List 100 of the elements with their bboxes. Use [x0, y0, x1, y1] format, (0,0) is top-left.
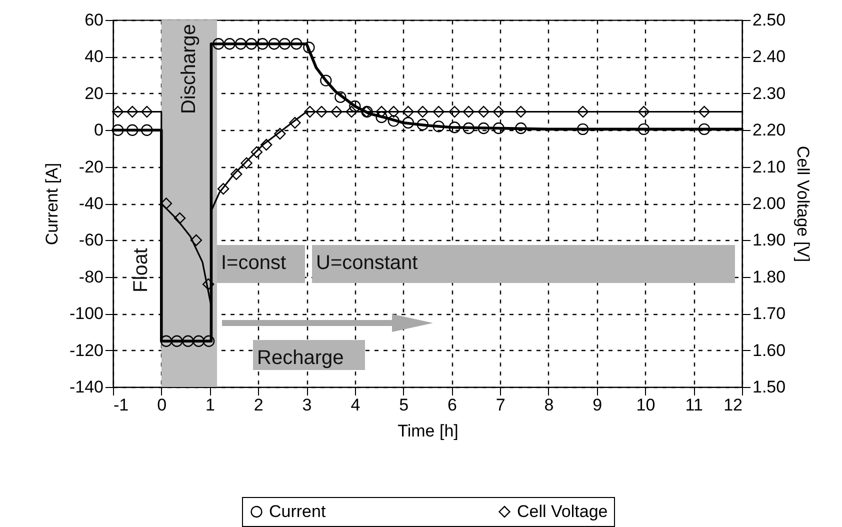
point [638, 106, 650, 118]
point [160, 335, 172, 347]
point [388, 106, 400, 118]
y-tick-label: 0 [94, 120, 104, 140]
point [246, 38, 258, 50]
point [334, 91, 346, 103]
x-tick-label: -1 [114, 396, 129, 414]
point [202, 278, 214, 290]
y2-tick-label: 2.40 [752, 47, 786, 66]
point [462, 106, 474, 118]
point [576, 106, 589, 118]
x-tick-label: 7 [496, 396, 506, 414]
point [126, 106, 138, 118]
y2-tick-label: 1.70 [752, 304, 786, 324]
point [260, 138, 272, 151]
point [190, 234, 202, 246]
x-tick-label: 3 [302, 396, 312, 414]
point [174, 212, 186, 224]
point [638, 123, 650, 136]
y-tick-label: -140 [69, 378, 104, 396]
x-tick-label: 6 [447, 396, 457, 414]
point [202, 335, 215, 347]
point [448, 106, 460, 118]
point [141, 124, 153, 136]
point [171, 335, 183, 347]
x-tick-label: 5 [399, 396, 409, 414]
y2-tick-label: 2.20 [752, 120, 786, 140]
point [250, 146, 263, 158]
point [112, 106, 124, 118]
point [402, 106, 414, 118]
x-tick-label: 11 [685, 396, 703, 414]
point [388, 115, 400, 127]
point [289, 116, 301, 129]
x-tick-label: 9 [592, 396, 602, 414]
y-axis-title: Current [A] [42, 162, 62, 246]
point [192, 335, 204, 347]
x-axis-title: Time [h] [398, 422, 458, 440]
x-tick-label: 12 [724, 396, 742, 414]
y2-tick-label: 1.60 [752, 340, 786, 360]
point [230, 168, 242, 180]
point [234, 38, 247, 50]
point [492, 106, 504, 118]
point [126, 124, 138, 136]
annotation: Float [130, 248, 152, 292]
y2-tick-label: 1.50 [752, 378, 786, 396]
point [478, 106, 490, 118]
y2-tick-label: 2.10 [752, 157, 786, 176]
point [290, 38, 302, 50]
x-tick-label: 8 [544, 396, 554, 414]
y2-tick-label: 2.00 [752, 194, 786, 213]
point [112, 124, 124, 136]
point [278, 38, 291, 50]
point [698, 123, 710, 136]
point [698, 106, 710, 118]
y-tick-label: 40 [84, 47, 104, 66]
point [182, 335, 194, 347]
y2-tick-label: 2.50 [752, 10, 786, 30]
point [515, 122, 527, 134]
x-tick-label: 4 [350, 396, 360, 414]
y-tick-label: -20 [78, 157, 104, 176]
point [303, 42, 315, 54]
y-tick-label: -80 [78, 267, 104, 286]
x-tick-label: 10 [636, 396, 656, 414]
point [141, 106, 153, 118]
point [478, 122, 490, 134]
point [274, 128, 286, 140]
y2-axis-title: Cell Voltage [V] [794, 146, 813, 262]
y-tick-label: 20 [84, 84, 104, 103]
point [376, 111, 388, 124]
legend-label: Cell Voltage [517, 502, 608, 521]
point [224, 38, 236, 50]
point [330, 106, 342, 118]
point [316, 106, 328, 118]
point [432, 120, 444, 132]
point [515, 106, 527, 118]
point [268, 38, 280, 50]
point [217, 182, 230, 195]
point [492, 122, 504, 134]
point [212, 38, 224, 50]
legend-label: Current [269, 502, 326, 521]
point [462, 122, 474, 134]
y2-tick-label: 2.30 [752, 84, 786, 103]
y2-tick-label: 1.90 [752, 230, 786, 250]
point [432, 106, 444, 118]
point [402, 116, 414, 129]
y-tick-label: -60 [78, 230, 104, 250]
y-tick-label: 60 [84, 10, 104, 30]
y2-tick-label: 1.80 [752, 267, 786, 286]
point [448, 122, 460, 134]
point [240, 157, 252, 169]
point [320, 74, 332, 86]
y-tick-label: -100 [69, 304, 104, 324]
point [346, 106, 358, 118]
y-tick-label: -40 [78, 194, 104, 213]
point [349, 100, 361, 112]
y-tick-label: -120 [69, 340, 104, 360]
point [576, 123, 589, 136]
band-label: Discharge [178, 24, 200, 114]
point [304, 106, 316, 118]
x-tick-label: 2 [254, 396, 264, 414]
